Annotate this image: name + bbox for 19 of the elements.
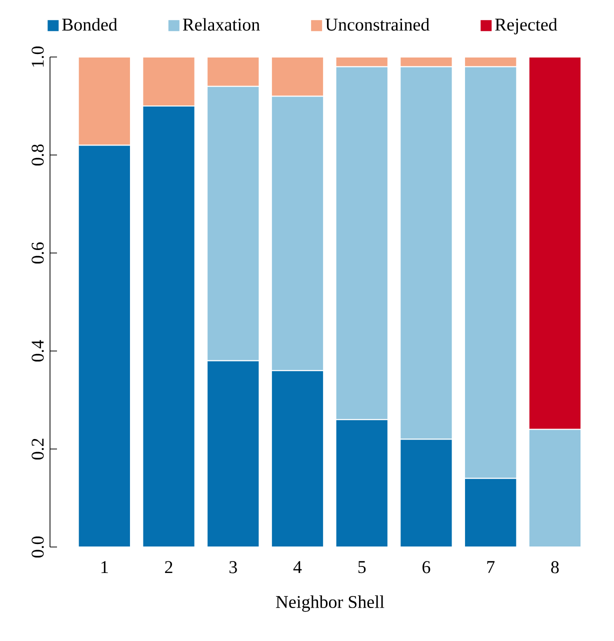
x-tick-label: 5 <box>358 561 366 574</box>
x-tick-label: 4 <box>293 561 302 573</box>
x-axis-title: Neighbor Shell <box>276 595 384 612</box>
x-tick-label: 6 <box>422 561 430 574</box>
x-tick-label: 7 <box>487 561 495 573</box>
legend-label: Unconstrained <box>325 18 430 31</box>
x-tick-label: 8 <box>551 561 559 574</box>
y-tick-label: 0.2 <box>32 438 44 460</box>
y-tick-label: 0.0 <box>32 536 44 558</box>
legend-label: Bonded <box>62 18 118 31</box>
x-tick-label: 3 <box>230 561 237 574</box>
y-tick-label: 0.6 <box>32 242 44 264</box>
y-tick-label: 0.8 <box>32 144 44 166</box>
legend-label: Relaxation <box>182 18 260 31</box>
x-tick-label: 2 <box>165 561 172 574</box>
legend-label: Rejected <box>495 18 558 34</box>
x-tick-label: 1 <box>102 561 108 574</box>
y-tick-label: 1.0 <box>32 46 44 67</box>
y-tick-label: 0.4 <box>32 340 44 362</box>
